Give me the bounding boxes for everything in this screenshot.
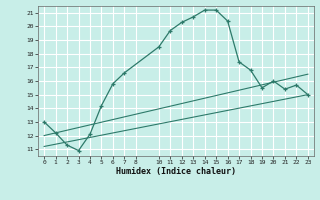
X-axis label: Humidex (Indice chaleur): Humidex (Indice chaleur) bbox=[116, 167, 236, 176]
